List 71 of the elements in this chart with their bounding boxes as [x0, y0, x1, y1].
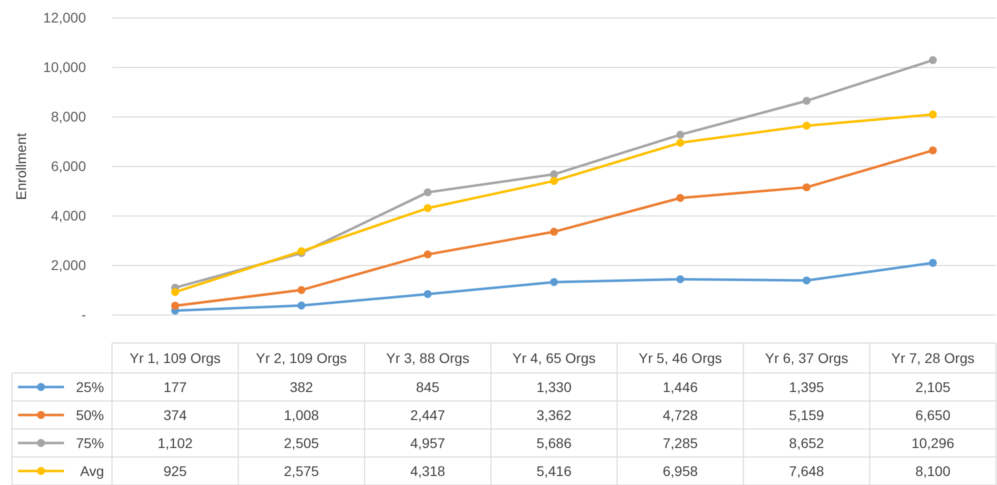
legend-label: 25%: [76, 379, 104, 395]
x-tick-label: Yr 6, 37 Orgs: [764, 350, 848, 366]
y-tick-label: -: [81, 306, 86, 322]
data-label: 5,159: [789, 407, 824, 423]
x-tick-label: Yr 2, 109 Orgs: [256, 350, 347, 366]
legend-label: 75%: [76, 435, 104, 451]
data-label: 10,296: [911, 435, 954, 451]
data-label: 5,686: [536, 435, 572, 451]
data-label: 1,102: [158, 435, 193, 451]
data-label: 4,318: [410, 463, 446, 479]
data-label: 8,652: [789, 435, 824, 451]
data-label: 374: [163, 407, 188, 423]
point: [424, 290, 432, 298]
point: [550, 278, 558, 286]
point: [424, 188, 432, 196]
y-axis-title: Enrollment: [13, 132, 29, 200]
data-label: 4,728: [662, 407, 698, 423]
point: [802, 122, 811, 130]
point: [676, 194, 684, 202]
y-tick-label: 6,000: [50, 158, 86, 174]
point: [676, 275, 684, 284]
point: [802, 276, 811, 284]
x-tick-label: Yr 5, 46 Orgs: [638, 350, 722, 366]
data-label: 7,648: [789, 463, 824, 479]
data-label: 845: [416, 379, 440, 395]
point: [676, 130, 684, 139]
point: [550, 176, 558, 185]
point: [928, 258, 937, 267]
data-label: 8,100: [915, 463, 951, 479]
point: [928, 56, 937, 64]
data-label: 925: [163, 463, 188, 479]
data-label: 177: [163, 379, 188, 395]
data-label: 1,330: [536, 379, 572, 395]
x-tick-label: Yr 3, 88 Orgs: [386, 350, 470, 366]
point: [550, 170, 558, 178]
point: [928, 110, 937, 119]
data-label: 5,416: [536, 463, 572, 479]
y-tick-label: 4,000: [50, 207, 86, 224]
data-label: 2,105: [915, 379, 951, 395]
data-label: 3,362: [536, 407, 572, 423]
y-tick-label: 2,000: [50, 256, 86, 273]
point: [802, 183, 811, 192]
point: [424, 250, 432, 258]
point: [550, 228, 558, 236]
y-tick-label: 12,000: [43, 9, 86, 26]
point: [297, 302, 306, 310]
legend-label: Avg: [80, 463, 104, 479]
legend-label: 50%: [76, 407, 104, 423]
data-label: 4,957: [410, 435, 446, 451]
point: [171, 302, 180, 310]
data-label: 1,446: [662, 379, 698, 395]
data-label: 2,505: [284, 435, 320, 451]
point: [297, 286, 306, 294]
x-tick-label: Yr 1, 109 Orgs: [130, 350, 221, 366]
x-tick-label: Yr 4, 65 Orgs: [512, 350, 596, 366]
data-label: 2,447: [410, 407, 446, 423]
point: [424, 204, 432, 212]
data-label: 1,395: [789, 379, 824, 395]
y-tick-label: 8,000: [50, 108, 86, 124]
data-label: 6,650: [915, 407, 951, 423]
data-label: 382: [290, 379, 314, 395]
data-label: 6,958: [662, 463, 698, 479]
data-label: 2,575: [284, 463, 320, 479]
point: [676, 138, 684, 147]
point: [928, 146, 937, 154]
x-tick-label: Yr 7, 28 Orgs: [891, 350, 974, 366]
data-label: 1,008: [284, 407, 320, 423]
point: [802, 96, 811, 105]
point: [171, 288, 180, 296]
data-label: 7,285: [662, 435, 698, 451]
y-tick-label: 10,000: [43, 58, 86, 75]
